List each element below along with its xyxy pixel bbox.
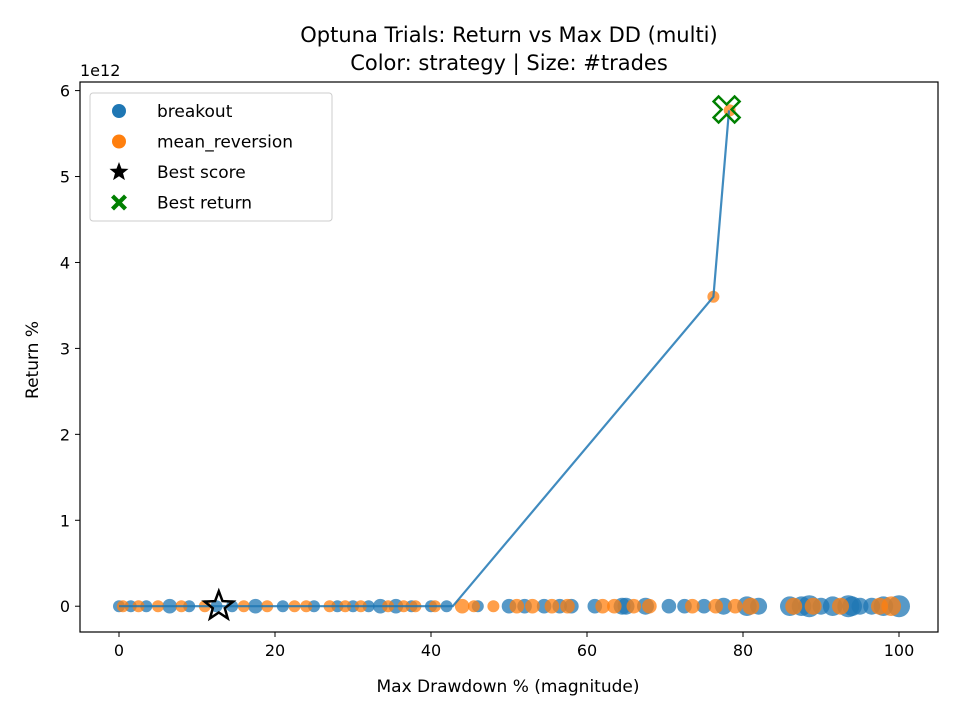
mean_reversion-point bbox=[685, 598, 700, 614]
legend-label: Best score bbox=[157, 163, 246, 183]
x-tick-label: 0 bbox=[114, 641, 124, 660]
mean_reversion-point bbox=[595, 598, 610, 614]
y-tick-label: 3 bbox=[60, 339, 70, 358]
legend-label: Best return bbox=[157, 194, 252, 214]
legend-marker-best-score bbox=[109, 162, 129, 181]
y-tick-label: 1 bbox=[60, 511, 70, 530]
breakout-point bbox=[696, 598, 712, 614]
mean_reversion-point bbox=[708, 598, 723, 614]
legend-label: breakout bbox=[157, 102, 233, 122]
x-tick-label: 60 bbox=[577, 641, 597, 660]
y-tick-label: 0 bbox=[60, 597, 70, 616]
best-score-marker bbox=[201, 587, 237, 622]
axes: 0 20 40 60 80 100 0 1 2 3 4 5 6 bbox=[60, 81, 939, 660]
mean_reversion-point bbox=[454, 598, 470, 614]
legend-marker-breakout bbox=[112, 104, 126, 118]
y-tick-label: 4 bbox=[60, 253, 70, 272]
mean_reversion-point bbox=[544, 598, 560, 614]
x-axis-label: Max Drawdown % (magnitude) bbox=[376, 677, 639, 697]
legend-box bbox=[89, 92, 333, 222]
x-tick-label: 20 bbox=[265, 641, 285, 660]
mean_reversion-point bbox=[742, 597, 760, 615]
mean_reversion-point bbox=[785, 597, 803, 615]
y-tick-label: 2 bbox=[60, 425, 70, 444]
x-tick-label: 40 bbox=[421, 641, 441, 660]
y-tick-label: 5 bbox=[60, 168, 70, 187]
chart-title: Optuna Trials: Return vs Max DD (multi) bbox=[300, 23, 717, 47]
plot-frame bbox=[79, 81, 939, 633]
y-tick-label: 6 bbox=[60, 82, 70, 101]
mean_reversion-point bbox=[560, 598, 575, 614]
mean_reversion-point bbox=[881, 596, 901, 616]
chart-subtitle: Color: strategy | Size: #trades bbox=[350, 51, 668, 76]
y-axis-offset-label: 1e12 bbox=[80, 61, 120, 80]
mean_reversion-point bbox=[607, 598, 622, 614]
data-marks bbox=[113, 94, 910, 622]
breakout-point bbox=[661, 598, 677, 614]
x-tick-label: 80 bbox=[733, 641, 753, 660]
breakout-point bbox=[851, 597, 869, 615]
mean_reversion-point bbox=[487, 600, 500, 613]
frontier-line bbox=[119, 110, 731, 608]
mean_reversion-point bbox=[626, 598, 642, 614]
y-axis-label: Return % bbox=[23, 321, 43, 399]
mean_reversion-point bbox=[727, 598, 743, 614]
legend-marker-best-return bbox=[111, 194, 127, 211]
mean_reversion-point bbox=[832, 597, 849, 615]
mean_reversion-point bbox=[642, 598, 657, 614]
mean_reversion-point bbox=[467, 600, 480, 613]
mean_reversion-point bbox=[509, 598, 525, 614]
legend-label: mean_reversion bbox=[157, 133, 293, 153]
legend-marker-mean_reversion bbox=[112, 134, 126, 149]
x-tick-label: 100 bbox=[884, 641, 915, 660]
mean_reversion-point bbox=[804, 597, 822, 615]
legend: breakout mean_reversion Best score Best ret… bbox=[89, 92, 333, 222]
best-return-marker bbox=[711, 94, 742, 125]
mean_reversion-point bbox=[525, 598, 540, 614]
